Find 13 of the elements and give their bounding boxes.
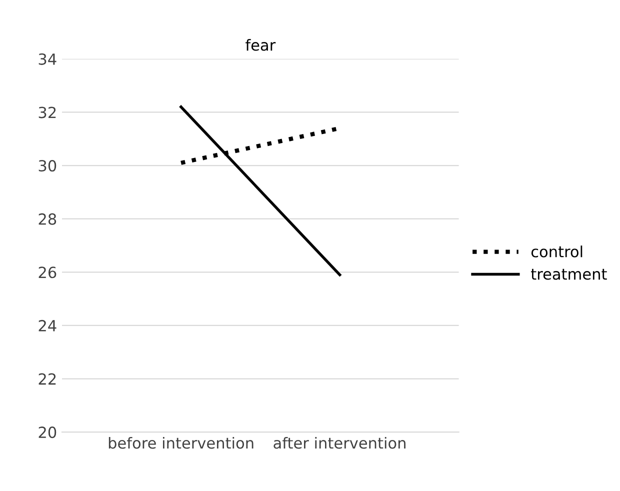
- y-tick-label: 30: [38, 160, 56, 172]
- y-tick-label: 24: [38, 320, 56, 332]
- y-tick-label: 22: [38, 373, 56, 385]
- y-tick-label: 32: [38, 106, 56, 118]
- chart-title: fear: [246, 38, 276, 51]
- y-tick-label: 20: [38, 426, 56, 438]
- y-tick-label: 34: [38, 53, 56, 65]
- x-tick-label: before intervention: [108, 436, 254, 449]
- x-tick-label: after intervention: [274, 436, 406, 449]
- y-tick-label: 28: [38, 213, 56, 225]
- legend-label: treatment: [531, 268, 607, 280]
- y-tick-label: 26: [38, 266, 56, 278]
- legend-label: control: [531, 246, 582, 258]
